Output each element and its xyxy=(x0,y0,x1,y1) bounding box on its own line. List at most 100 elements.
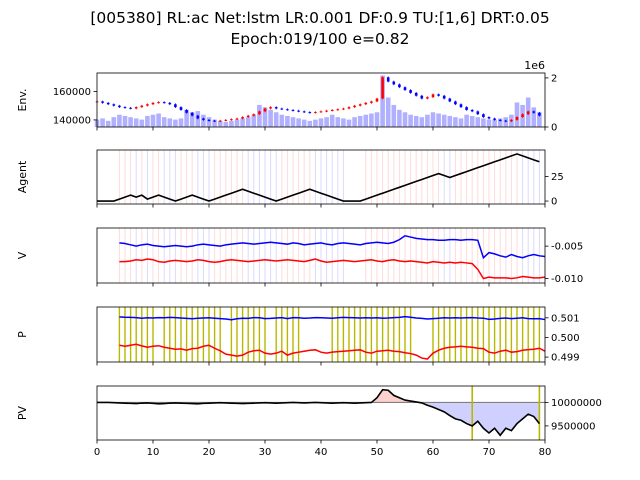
candle-body xyxy=(286,109,289,111)
candle-body xyxy=(112,104,116,106)
candle-body xyxy=(487,117,491,119)
volume-bar xyxy=(273,112,279,127)
candle-body xyxy=(302,111,306,113)
x-tick-label: 50 xyxy=(371,447,384,458)
volume-bar xyxy=(279,114,285,127)
candle-body xyxy=(392,81,396,85)
volume-bar xyxy=(105,120,111,127)
candle-body xyxy=(465,107,468,110)
volume-bar xyxy=(150,114,156,127)
title-line-1: [005380] RL:ac Net:lstm LR:0.001 DF:0.9 … xyxy=(90,9,550,27)
y-tick-label: 160000 xyxy=(53,87,91,98)
volume-bar xyxy=(234,119,240,127)
volume-bar xyxy=(133,118,139,127)
x-tick-label: 70 xyxy=(483,447,496,458)
volume-bar xyxy=(447,115,453,127)
candle-body xyxy=(185,109,188,113)
volume-bar xyxy=(313,119,318,127)
volume-bar xyxy=(229,120,234,127)
candle-body xyxy=(230,119,233,121)
candle-body xyxy=(314,112,317,114)
volume-bar xyxy=(425,114,430,127)
volume-bar xyxy=(329,114,335,127)
title-line-2: Epoch:019/100 e=0.82 xyxy=(230,30,410,48)
volume-bar xyxy=(514,102,520,127)
y-tick-label: 10000000 xyxy=(551,398,602,409)
candle-body xyxy=(364,102,368,105)
volume-bar xyxy=(537,112,542,127)
y2-offset-label: 1e6 xyxy=(524,59,545,72)
candle-body xyxy=(297,110,300,112)
volume-bar xyxy=(217,120,223,127)
candle-body xyxy=(246,115,250,118)
candle-body xyxy=(190,112,194,116)
candle-body xyxy=(437,94,440,96)
candle-body xyxy=(504,120,508,122)
candle-body xyxy=(146,104,149,106)
volume-bar xyxy=(223,122,229,127)
candle-body xyxy=(370,101,373,103)
y-tick-label: -0.005 xyxy=(551,242,583,253)
pv-gain-area xyxy=(97,389,540,403)
candle-body xyxy=(252,114,256,116)
candle-body xyxy=(336,109,340,111)
x-tick-label: 10 xyxy=(147,447,160,458)
y-tick-label: 0.499 xyxy=(551,353,580,364)
pv-loss-area xyxy=(97,402,540,436)
volume-bar xyxy=(173,119,178,127)
volume-bar xyxy=(318,118,324,127)
candle-body xyxy=(308,112,312,114)
candle-body xyxy=(263,108,267,112)
y-axis-label: V xyxy=(16,251,29,259)
volume-bar xyxy=(486,119,492,127)
candle-body xyxy=(347,107,351,109)
candle-body xyxy=(207,119,211,121)
candle-body xyxy=(174,104,177,108)
y2-tick-label: 0 xyxy=(551,123,557,134)
volume-bar xyxy=(111,117,117,127)
volume-bar xyxy=(122,115,128,127)
portfolio-value-line xyxy=(97,388,541,437)
candle-body xyxy=(459,104,463,108)
policy-line-1 xyxy=(119,315,546,321)
volume-bar xyxy=(139,119,145,127)
candle-body xyxy=(470,109,474,112)
volume-bar xyxy=(391,104,397,127)
volume-bar xyxy=(268,109,273,127)
volume-bar xyxy=(363,114,369,127)
candle-body xyxy=(106,102,110,105)
y-tick-label: 25 xyxy=(551,172,564,183)
candle-body xyxy=(476,111,480,115)
candle-body xyxy=(454,101,457,105)
volume-bar xyxy=(419,117,425,127)
volume-bar xyxy=(156,113,161,127)
volume-bar xyxy=(145,115,150,127)
volume-bar xyxy=(117,114,122,127)
candle-body xyxy=(353,105,356,108)
candle-body xyxy=(342,108,345,110)
candle-body xyxy=(409,90,412,93)
candle-body xyxy=(140,105,144,108)
candle-body xyxy=(213,120,216,122)
y-tick-label: 9500000 xyxy=(551,422,596,433)
volume-bar xyxy=(245,117,251,127)
y-axis-label: PV xyxy=(16,405,29,420)
volume-bar xyxy=(430,112,436,127)
candle-body xyxy=(202,118,205,120)
candle-body xyxy=(224,119,228,121)
volume-bar xyxy=(385,97,391,127)
candle-body xyxy=(532,111,536,113)
y-axis-label: Env. xyxy=(16,88,29,111)
volume-bar xyxy=(161,117,167,127)
volume-bar xyxy=(324,117,329,127)
candle-body xyxy=(274,107,278,109)
volume-bar xyxy=(262,107,268,127)
candle-body xyxy=(358,104,362,106)
candle-body xyxy=(442,95,446,99)
candle-body xyxy=(123,107,127,109)
candle-body xyxy=(319,111,323,113)
volume-bar xyxy=(464,114,469,127)
candle-body xyxy=(526,111,530,115)
volume-bar xyxy=(352,117,357,127)
